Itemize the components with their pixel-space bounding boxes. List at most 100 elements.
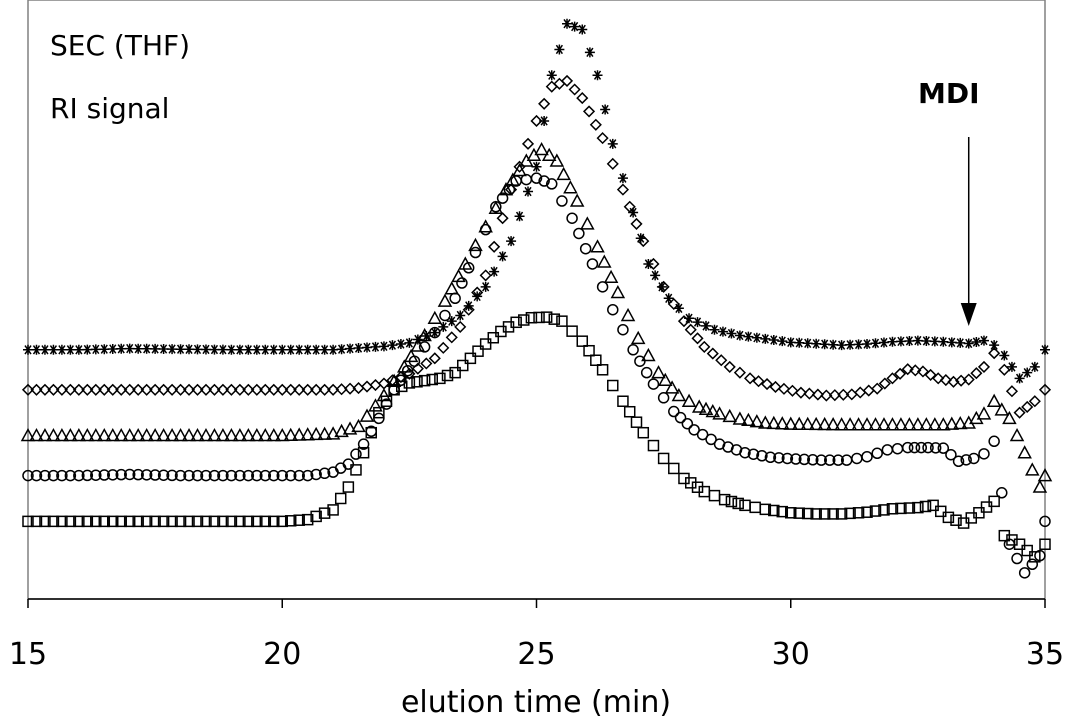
point-circle-15	[149, 469, 161, 481]
point-star-10	[107, 343, 118, 354]
point-circle-37	[334, 462, 347, 474]
point-star-82	[709, 324, 720, 335]
point-circle-74	[640, 366, 653, 379]
x-tick-label-35: 35	[1026, 637, 1064, 672]
point-square-77	[647, 439, 660, 452]
point-diamond-90	[777, 382, 791, 395]
point-square-40	[357, 446, 370, 459]
point-circle-115	[988, 435, 1000, 448]
point-diamond-117	[998, 363, 1011, 376]
point-square-74	[623, 405, 636, 418]
point-diamond-25	[233, 383, 246, 396]
point-square-123	[1029, 551, 1041, 563]
point-star-25	[234, 344, 245, 355]
point-triangle-74	[641, 347, 656, 362]
point-square-69	[583, 344, 595, 357]
point-square-7	[81, 515, 94, 528]
point-triangle-38	[342, 421, 358, 435]
point-diamond-89	[769, 380, 782, 394]
point-triangle-108	[927, 417, 943, 431]
point-circle-70	[607, 303, 619, 316]
point-square-46	[403, 377, 416, 389]
point-diamond-28	[259, 383, 272, 396]
point-star-107	[921, 335, 932, 346]
point-diamond-85	[733, 366, 746, 379]
point-triangle-28	[258, 427, 273, 442]
point-circle-93	[798, 453, 811, 466]
point-square-78	[657, 452, 670, 465]
point-circle-61	[530, 172, 543, 184]
point-square-43	[380, 395, 393, 407]
point-square-103	[869, 505, 882, 517]
point-star-7	[82, 344, 93, 355]
point-square-54	[464, 352, 477, 365]
point-star-66	[577, 24, 588, 35]
point-square-110	[927, 499, 939, 512]
point-triangle-14	[139, 427, 154, 442]
point-circle-69	[596, 281, 609, 293]
point-triangle-15	[147, 427, 163, 442]
point-star-30	[277, 344, 288, 355]
point-circle-57	[496, 192, 509, 204]
point-diamond-109	[932, 372, 945, 385]
point-triangle-17	[164, 427, 180, 442]
point-star-3	[48, 344, 59, 355]
point-diamond-80	[691, 332, 704, 345]
point-triangle-86	[741, 412, 756, 427]
point-star-58	[514, 211, 525, 222]
point-star-55	[489, 266, 500, 277]
point-square-93	[785, 507, 797, 519]
point-circle-71	[617, 323, 629, 336]
point-square-6	[73, 515, 85, 528]
point-circle-112	[960, 454, 972, 466]
point-diamond-82	[706, 347, 719, 360]
point-triangle-7	[80, 427, 95, 442]
point-circle-33	[301, 469, 314, 482]
point-triangle-10	[105, 427, 121, 442]
point-diamond-24	[225, 383, 238, 396]
point-circle-63	[546, 178, 558, 190]
point-star-88	[760, 333, 771, 344]
point-star-42	[378, 341, 389, 352]
point-star-33	[302, 344, 313, 355]
point-star-16	[158, 343, 169, 354]
point-triangle-30	[274, 427, 290, 442]
point-triangle-105	[902, 417, 917, 431]
point-diamond-30	[276, 383, 289, 396]
point-triangle-40	[359, 408, 375, 422]
point-diamond-35	[318, 383, 331, 396]
point-diamond-99	[854, 386, 867, 399]
point-square-84	[708, 489, 721, 502]
point-square-97	[818, 508, 831, 520]
point-diamond-106	[909, 364, 922, 377]
point-triangle-27	[249, 427, 265, 442]
point-triangle-77	[664, 380, 680, 394]
point-diamond-94	[811, 388, 824, 401]
point-circle-122	[1039, 515, 1051, 528]
point-square-66	[556, 315, 568, 327]
point-circle-28	[259, 469, 272, 482]
point-circle-79	[681, 417, 694, 430]
point-diamond-66	[576, 92, 589, 105]
point-star-117	[1006, 361, 1017, 372]
point-star-105	[904, 335, 915, 346]
point-square-53	[457, 359, 469, 372]
series-diamond	[21, 74, 1052, 419]
point-star-98	[845, 339, 856, 350]
point-diamond-114	[970, 367, 983, 380]
point-square-106	[895, 502, 907, 515]
point-square-52	[449, 366, 461, 379]
point-star-21	[200, 344, 211, 355]
point-circle-7	[81, 469, 94, 482]
point-square-49	[426, 373, 439, 386]
point-circle-22	[208, 469, 221, 482]
point-square-51	[441, 369, 454, 382]
point-square-8	[90, 515, 102, 528]
point-star-20	[192, 344, 203, 355]
point-star-92	[794, 337, 805, 348]
point-triangle-81	[698, 401, 714, 415]
point-circle-26	[242, 469, 255, 482]
point-diamond-102	[878, 377, 891, 390]
point-circle-78	[674, 411, 687, 424]
point-circle-16	[157, 469, 170, 481]
